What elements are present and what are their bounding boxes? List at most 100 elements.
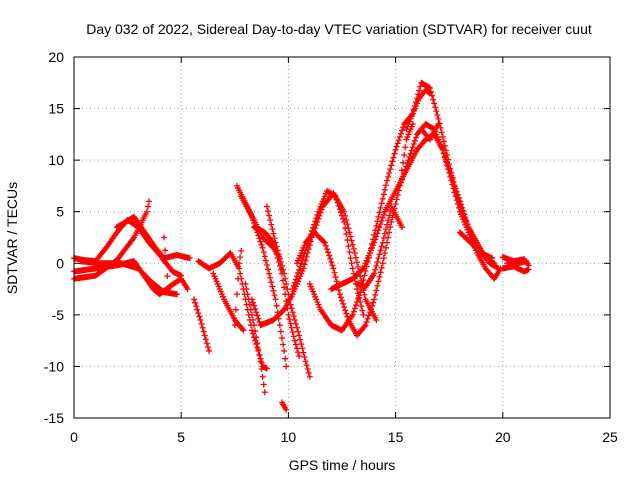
data-point xyxy=(295,328,302,335)
data-point xyxy=(269,283,276,290)
data-point xyxy=(379,195,386,202)
data-point xyxy=(291,279,298,286)
data-point xyxy=(489,255,496,262)
data-point xyxy=(301,261,308,268)
y-tick-label: -15 xyxy=(44,410,64,426)
data-point xyxy=(345,243,352,250)
data-point xyxy=(355,295,362,302)
data-point xyxy=(193,303,200,310)
data-point xyxy=(258,359,265,366)
data-point xyxy=(441,153,448,160)
data-point xyxy=(236,260,243,267)
data-point xyxy=(444,159,451,166)
data-point xyxy=(462,214,469,221)
data-point xyxy=(284,286,291,293)
data-point xyxy=(440,138,447,145)
data-point xyxy=(445,162,452,169)
data-point xyxy=(258,366,265,373)
series-track-l xyxy=(238,193,290,370)
data-point xyxy=(146,198,153,205)
data-point xyxy=(348,260,355,267)
data-point xyxy=(287,301,294,308)
x-tick-label: 25 xyxy=(602,429,618,445)
data-point xyxy=(382,182,389,189)
data-point xyxy=(408,147,415,154)
data-point xyxy=(289,309,296,316)
data-point xyxy=(143,208,150,215)
data-point xyxy=(300,253,307,260)
data-point xyxy=(347,255,354,262)
data-point xyxy=(265,208,272,215)
data-point xyxy=(391,150,398,157)
data-point xyxy=(426,90,433,97)
data-point xyxy=(304,366,311,373)
data-point xyxy=(346,249,353,256)
data-point xyxy=(386,212,393,219)
series-track-v xyxy=(354,203,406,291)
data-point xyxy=(393,143,400,150)
data-point xyxy=(250,216,257,223)
data-point xyxy=(161,234,168,241)
data-point xyxy=(363,318,370,325)
data-point xyxy=(300,349,307,356)
series-track-f xyxy=(161,234,172,293)
data-point xyxy=(342,307,349,314)
data-point xyxy=(385,173,392,180)
y-tick-labels: -15 -10 -5 0 5 10 15 20 xyxy=(44,49,64,426)
data-point xyxy=(433,108,440,115)
data-point xyxy=(163,260,170,267)
data-point xyxy=(411,137,418,144)
data-point xyxy=(351,305,358,312)
data-point xyxy=(266,270,273,277)
data-point xyxy=(243,286,250,293)
data-point xyxy=(206,347,213,354)
data-point xyxy=(248,327,255,334)
data-point xyxy=(370,299,377,306)
series-track-x xyxy=(399,121,416,174)
data-point xyxy=(463,217,470,224)
data-point xyxy=(339,212,345,219)
data-point xyxy=(205,344,211,351)
data-point xyxy=(292,341,299,348)
data-point xyxy=(277,328,284,335)
data-point xyxy=(336,291,343,298)
data-point xyxy=(344,221,351,228)
data-point xyxy=(259,244,266,251)
data-point xyxy=(242,280,249,287)
data-point xyxy=(289,286,296,293)
data-point xyxy=(371,270,378,277)
data-point xyxy=(417,83,424,90)
data-point xyxy=(340,300,347,307)
data-point xyxy=(395,137,402,144)
data-point xyxy=(328,258,335,265)
data-point xyxy=(376,209,383,216)
data-point xyxy=(412,134,419,141)
data-point xyxy=(252,306,259,313)
data-point xyxy=(344,237,351,244)
data-point xyxy=(402,144,409,151)
data-point xyxy=(199,324,206,331)
data-point xyxy=(376,273,383,280)
data-point xyxy=(322,242,329,249)
series-track-q xyxy=(278,399,290,413)
data-point xyxy=(380,211,387,218)
data-point xyxy=(456,198,463,205)
data-point xyxy=(337,294,344,301)
data-point xyxy=(263,262,270,269)
data-point xyxy=(250,299,257,306)
data-point xyxy=(268,221,275,228)
data-point xyxy=(263,365,270,372)
data-point xyxy=(196,313,203,320)
data-point xyxy=(274,247,281,254)
data-point xyxy=(365,312,372,319)
data-point xyxy=(240,327,247,334)
data-point xyxy=(299,345,306,352)
data-point xyxy=(387,224,394,231)
data-point xyxy=(409,121,416,128)
data-point xyxy=(378,217,385,224)
data-point xyxy=(430,96,437,103)
data-point xyxy=(374,258,381,265)
data-point xyxy=(296,266,303,273)
data-point xyxy=(288,305,295,312)
data-point xyxy=(392,146,399,153)
